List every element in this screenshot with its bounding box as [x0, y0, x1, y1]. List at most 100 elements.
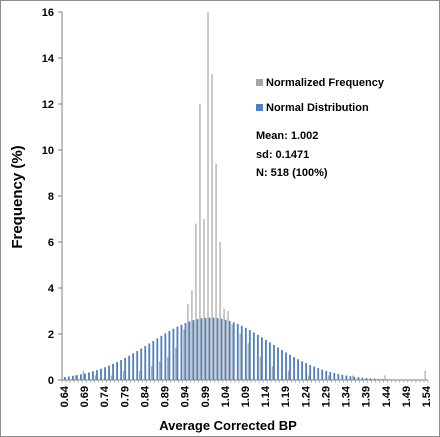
normalized-frequency-bar [110, 375, 113, 380]
normal-distribution-bar [140, 348, 143, 380]
x-tick-label: 0.74 [99, 385, 111, 407]
x-tick-label: 1.34 [341, 385, 353, 407]
normal-distribution-bar [317, 368, 320, 380]
normal-distribution-bar [345, 375, 348, 380]
normal-distribution-bar [269, 342, 271, 380]
x-tick-label: 1.29 [320, 386, 332, 407]
normal-distribution-bar [208, 317, 211, 380]
normal-distribution-bar [79, 374, 82, 380]
normal-distribution-bar [333, 373, 336, 380]
normalized-frequency-bar [151, 366, 153, 380]
normal-distribution-bar [236, 323, 239, 380]
normal-distribution-bar [204, 317, 207, 380]
normalized-frequency-bar [94, 375, 96, 380]
x-tick-label: 0.69 [79, 386, 91, 407]
normalized-frequency-bar [195, 223, 197, 380]
normalized-frequency-bar [199, 104, 201, 380]
x-tick-label: 1.24 [300, 385, 312, 407]
y-axis-title: Frequency (%) [9, 145, 26, 248]
normal-distribution-bar [240, 325, 243, 380]
sd-annotation: sd: 0.1471 [256, 149, 309, 161]
normalized-frequency-series [74, 12, 426, 380]
normal-distribution-bar [132, 353, 135, 380]
n-annotation: N: 518 (100%) [256, 167, 328, 179]
normal-distribution-bar [349, 376, 352, 380]
x-tick-label: 0.94 [180, 385, 192, 407]
y-tick-label: 6 [48, 237, 54, 249]
y-tick-label: 2 [48, 329, 54, 341]
normal-distribution-bar [212, 317, 215, 380]
normal-distribution-bar [252, 332, 255, 380]
normal-distribution-bar [104, 367, 106, 380]
normal-distribution-bar [112, 363, 114, 380]
normal-distribution-bar [325, 370, 328, 380]
normal-distribution-bar [200, 318, 203, 380]
y-tick-label: 12 [42, 99, 54, 111]
normal-distribution-bar [100, 368, 102, 380]
normal-distribution-bar [277, 347, 279, 380]
normalized-frequency-bar [307, 375, 310, 380]
normalized-frequency-bar [175, 347, 177, 380]
y-tick-label: 16 [42, 7, 54, 19]
normal-distribution-bar [192, 320, 195, 380]
normal-distribution-bar [289, 354, 291, 380]
x-tick-label: 1.04 [220, 385, 232, 407]
normal-distribution-bar [273, 344, 275, 380]
normal-distribution-bar [168, 330, 171, 380]
normal-distribution-bar [377, 378, 380, 380]
normalized-frequency-bar [424, 370, 426, 380]
normal-distribution-bar [144, 346, 147, 380]
normal-distribution-bar [136, 351, 139, 380]
normal-distribution-bar [176, 326, 179, 380]
normalized-frequency-bar [167, 357, 169, 380]
normal-distribution-bar [164, 333, 167, 380]
normal-distribution-bar [309, 364, 312, 380]
x-axis-ticks: 0.64 0.69 0.74 0.79 0.84 0.89 0.94 0.99 1.04 1.09… [59, 380, 433, 407]
normal-distribution-bar [228, 320, 231, 380]
x-tick-label: 1.39 [361, 386, 373, 407]
x-tick-label: 0.99 [200, 386, 212, 407]
normal-distribution-bar [96, 370, 98, 380]
normal-distribution-bar [260, 337, 263, 380]
normal-distribution-bar [353, 376, 356, 380]
x-tick-label: 1.44 [381, 385, 393, 407]
x-tick-label: 0.79 [119, 386, 131, 407]
normalized-frequency-bar [207, 12, 209, 380]
normalized-frequency-bar [231, 324, 233, 380]
normal-distribution-bar [248, 330, 251, 380]
x-tick-label: 1.19 [280, 386, 292, 407]
x-tick-label: 0.89 [160, 386, 172, 407]
normal-distribution-bar [256, 334, 259, 380]
normal-distribution-bar [369, 378, 372, 380]
x-tick-label: 1.09 [240, 386, 252, 407]
x-axis-title: Average Corrected BP [159, 418, 297, 433]
normalized-frequency-bar [122, 370, 125, 380]
normalized-frequency-bar [287, 370, 290, 380]
x-tick-label: 1.54 [421, 385, 433, 407]
y-tick-label: 8 [48, 191, 54, 203]
normal-distribution-series [63, 317, 396, 380]
y-tick-label: 0 [48, 375, 54, 387]
normal-distribution-bar [188, 321, 191, 380]
normal-distribution-bar [321, 369, 324, 380]
normalized-frequency-bar [187, 304, 189, 380]
normal-distribution-bar [196, 319, 199, 380]
normal-distribution-bar [224, 319, 227, 380]
normal-distribution-bar [88, 372, 90, 380]
normal-distribution-bar [216, 318, 219, 380]
normal-distribution-bar [389, 379, 392, 380]
normal-distribution-bar [365, 378, 368, 380]
normal-distribution-bar [116, 362, 119, 380]
normalized-frequency-bar [183, 329, 185, 380]
normal-distribution-bar [180, 324, 183, 380]
normalized-frequency-bar [219, 242, 221, 380]
normal-distribution-bar [301, 361, 304, 380]
normal-distribution-bar [265, 339, 267, 380]
legend-swatch-normal-distribution [256, 104, 263, 111]
normalized-frequency-bar [328, 375, 330, 380]
normal-distribution-bar [156, 338, 159, 380]
normal-distribution-bar [128, 355, 131, 380]
normal-distribution-bar [337, 373, 340, 380]
normalized-frequency-bar [159, 361, 161, 380]
normal-distribution-bar [63, 376, 66, 380]
